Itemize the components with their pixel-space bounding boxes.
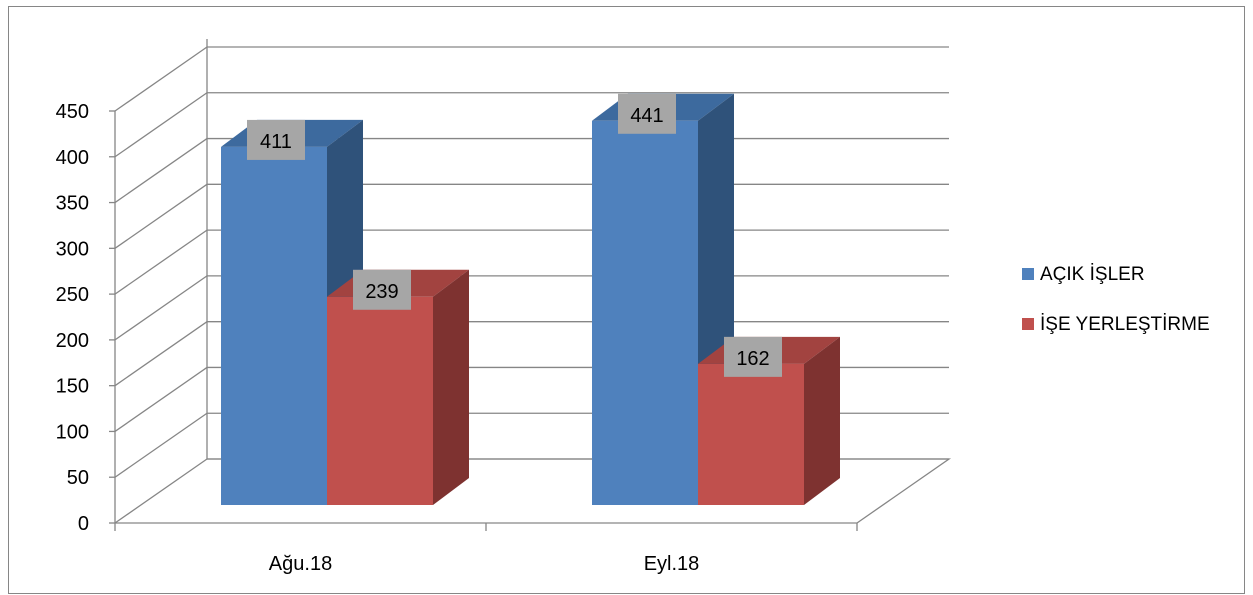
bar-layer	[221, 93, 840, 506]
gridline-side	[114, 412, 208, 478]
data-label-box	[618, 93, 676, 134]
data-label: 441	[630, 105, 663, 127]
gridline-side	[114, 229, 208, 295]
bar-front	[327, 296, 433, 505]
y-tick-label: 250	[56, 284, 89, 306]
gridline-side	[114, 92, 208, 158]
gridline-side	[114, 275, 208, 341]
bar-side	[804, 336, 840, 505]
data-label-box	[724, 336, 782, 377]
y-tick-label: 0	[78, 513, 89, 535]
gridline-side	[114, 46, 208, 112]
gridline-side	[114, 321, 208, 387]
data-label: 162	[736, 348, 769, 370]
gridline-side	[114, 458, 208, 524]
legend-label: İŞE YERLEŞTİRME	[1040, 314, 1210, 335]
legend-swatch	[1022, 318, 1034, 330]
gridline-side	[114, 183, 208, 249]
y-tick-label: 350	[56, 193, 89, 215]
axis-layer: 0 50 100 150 200 250 300 350 400 450 Ağu.18 Eyl.18	[56, 39, 952, 575]
data-label: 239	[365, 281, 398, 303]
legend-layer: AÇIK İŞLER İŞE YERLEŞTİRME	[1022, 264, 1210, 335]
legend-swatch	[1022, 268, 1034, 280]
gridline-side	[114, 138, 208, 204]
gridline-side	[114, 366, 208, 432]
bar-front	[221, 146, 327, 506]
bar-front	[698, 363, 804, 505]
data-label: 411	[260, 131, 292, 153]
y-tick-label: 150	[56, 376, 89, 398]
y-tick-label: 300	[56, 238, 89, 260]
data-label-box	[353, 269, 411, 310]
label-layer: 411 441 239 162	[247, 93, 782, 377]
x-tick-label: Eyl.18	[644, 553, 700, 575]
y-tick-label: 400	[56, 147, 89, 169]
x-tick-label: Ağu.18	[269, 553, 332, 575]
y-tick-label: 50	[67, 467, 89, 489]
bar-front	[592, 120, 698, 505]
y-tick-label: 100	[56, 421, 89, 443]
y-tick-label: 450	[56, 101, 89, 123]
y-tick-label: 200	[56, 330, 89, 352]
data-label-box	[247, 119, 305, 160]
legend-label: AÇIK İŞLER	[1040, 264, 1145, 285]
bar-side	[433, 269, 469, 505]
